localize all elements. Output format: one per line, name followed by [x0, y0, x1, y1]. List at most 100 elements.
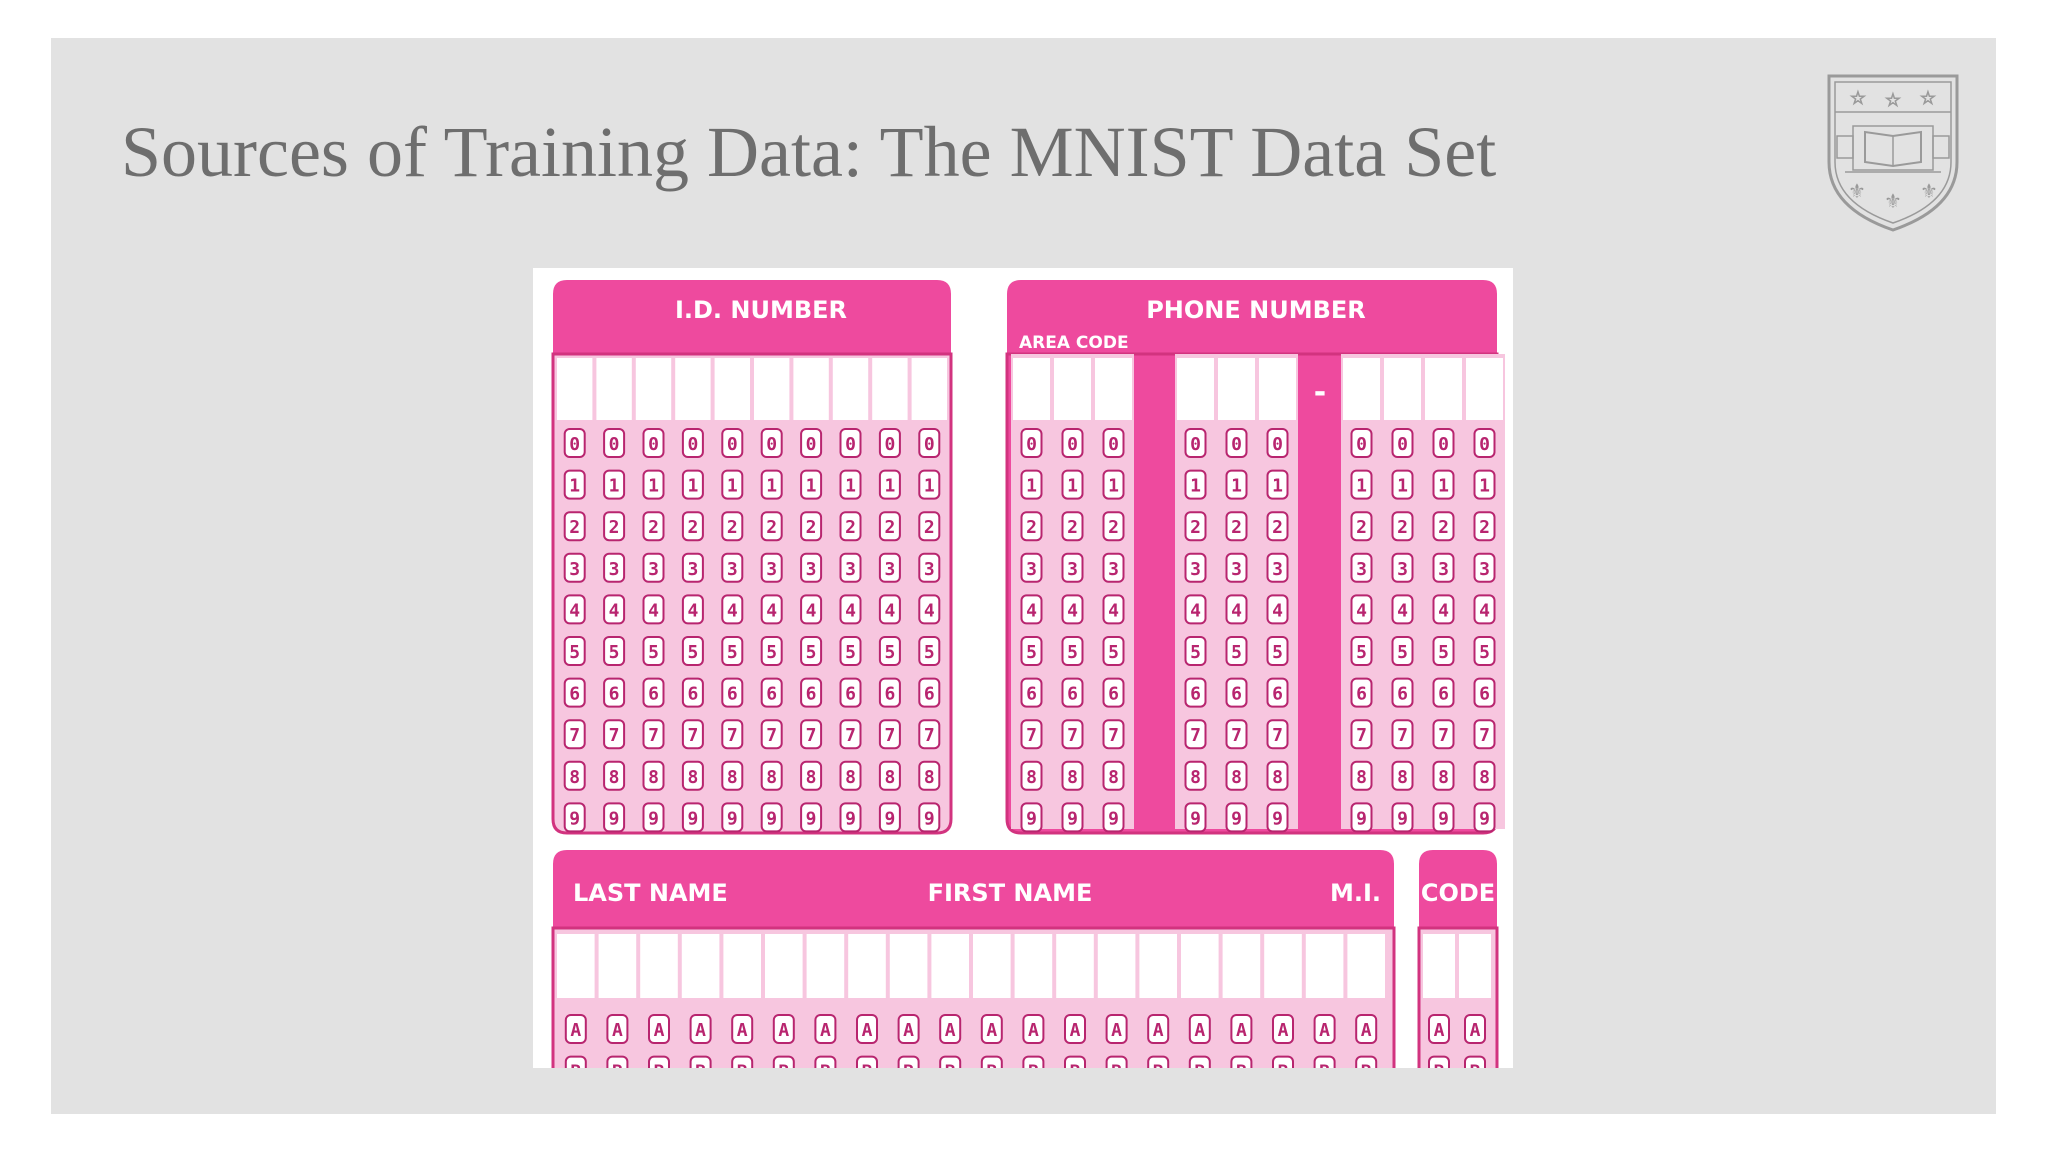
bubble-label: 9 [1026, 808, 1037, 829]
bubble [1266, 428, 1289, 458]
bubble [1102, 552, 1125, 583]
bubble [1061, 511, 1084, 542]
bubble [800, 677, 823, 708]
bubble-label: 5 [1190, 642, 1201, 663]
bubble-label: 9 [1108, 808, 1119, 829]
bubble [1188, 1055, 1211, 1068]
bubble [1313, 1055, 1336, 1068]
bubble [681, 511, 704, 542]
bubble [564, 1055, 587, 1068]
bubble-label: 1 [884, 476, 895, 497]
bubble-label: A [570, 1020, 581, 1041]
write-in-box [598, 934, 637, 998]
bubble [564, 1014, 587, 1044]
write-in-box [889, 934, 928, 998]
bubble-label: 2 [648, 517, 659, 538]
write-in-box [848, 934, 886, 998]
bubble [1184, 719, 1207, 750]
write-in-box [1466, 358, 1503, 420]
bubble-label: 7 [727, 725, 738, 746]
bubble-label: 8 [1397, 767, 1408, 788]
bubble-label: A [1236, 1020, 1247, 1041]
svg-text:⚜: ⚜ [1884, 189, 1902, 213]
bubble [760, 636, 783, 666]
bubble [1266, 594, 1289, 625]
bubble-label: B [570, 1062, 581, 1068]
bubble [800, 636, 823, 666]
bubble-label: 6 [1067, 684, 1078, 705]
write-in-box [640, 934, 678, 998]
bubble-label: 3 [727, 559, 738, 580]
bubble-label: 6 [1356, 684, 1367, 705]
bubble-label: 2 [1190, 517, 1201, 538]
phone-digit-group [1011, 354, 1134, 829]
write-in-box [596, 358, 632, 420]
bubble [1473, 802, 1496, 833]
phone-number-panel: PHONE NUMBER AREA CODE - 0 1 2 3 4 5 6 7 8 9 0 1 2 3 4… [1005, 280, 1505, 835]
code-label: CODE [1421, 879, 1495, 907]
bubble [1061, 469, 1084, 500]
bubble [1061, 594, 1084, 625]
write-in-box [1218, 358, 1255, 420]
bubble-label: 2 [1356, 517, 1367, 538]
bubble-label: 8 [806, 767, 817, 788]
bubble [1266, 511, 1289, 542]
bubble-label: 5 [1108, 642, 1119, 663]
bubble-label: A [820, 1020, 831, 1041]
bubble [563, 511, 586, 542]
bubble-label: 5 [845, 642, 856, 663]
bubble-label: A [986, 1020, 997, 1041]
bubble [878, 594, 901, 625]
bubble [918, 636, 941, 666]
bubble-label: 0 [884, 434, 895, 455]
bubble-label: 9 [727, 808, 738, 829]
bubble [1266, 552, 1289, 583]
bubble [1184, 428, 1207, 458]
bubble [1266, 719, 1289, 750]
bubble-label: 4 [924, 600, 935, 621]
bubble-label: 4 [1190, 600, 1201, 621]
bubble [1266, 760, 1289, 791]
bubble-label: 0 [1067, 434, 1078, 455]
bubble [878, 802, 901, 833]
bubble-label: 7 [1438, 725, 1449, 746]
slide: Sources of Training Data: The MNIST Data… [51, 38, 1996, 1114]
bubble-label: 9 [1397, 808, 1408, 829]
bubble-label: 6 [806, 684, 817, 705]
bubble [681, 760, 704, 791]
slide-title: Sources of Training Data: The MNIST Data… [121, 112, 1497, 192]
bubble-label: 2 [609, 517, 620, 538]
bubble [642, 428, 665, 458]
bubble [1266, 469, 1289, 500]
bubble-label: 2 [1026, 517, 1037, 538]
bubble [721, 719, 744, 750]
bubble [1272, 1014, 1294, 1044]
bubble [1225, 719, 1248, 750]
bubble [839, 511, 862, 542]
bubble-label: 4 [1108, 600, 1119, 621]
write-in-box [1305, 934, 1344, 998]
bubble [1428, 1055, 1450, 1068]
bubble-label: 7 [806, 725, 817, 746]
bubble [1473, 511, 1496, 542]
bubble-label: 9 [884, 808, 895, 829]
bubble-label: 8 [727, 767, 738, 788]
id-number-label: I.D. NUMBER [675, 296, 847, 324]
write-in-box [1259, 358, 1296, 420]
write-in-box [723, 934, 761, 998]
bubble [1432, 552, 1455, 583]
bubble-label: B [1236, 1062, 1247, 1068]
bubble-label: A [737, 1020, 748, 1041]
bubble [603, 760, 626, 791]
bubble [563, 428, 586, 458]
bubble [1020, 552, 1043, 583]
bubble-label: B [945, 1062, 956, 1068]
code-panel: CODE A B A B [1417, 850, 1499, 1068]
bubble [1391, 677, 1414, 708]
bubble [839, 552, 862, 583]
bubble [689, 1014, 712, 1044]
bubble-label: B [1028, 1062, 1039, 1068]
bubble-label: 2 [1108, 517, 1119, 538]
bubble-label: 6 [727, 684, 738, 705]
bubble [603, 428, 626, 458]
